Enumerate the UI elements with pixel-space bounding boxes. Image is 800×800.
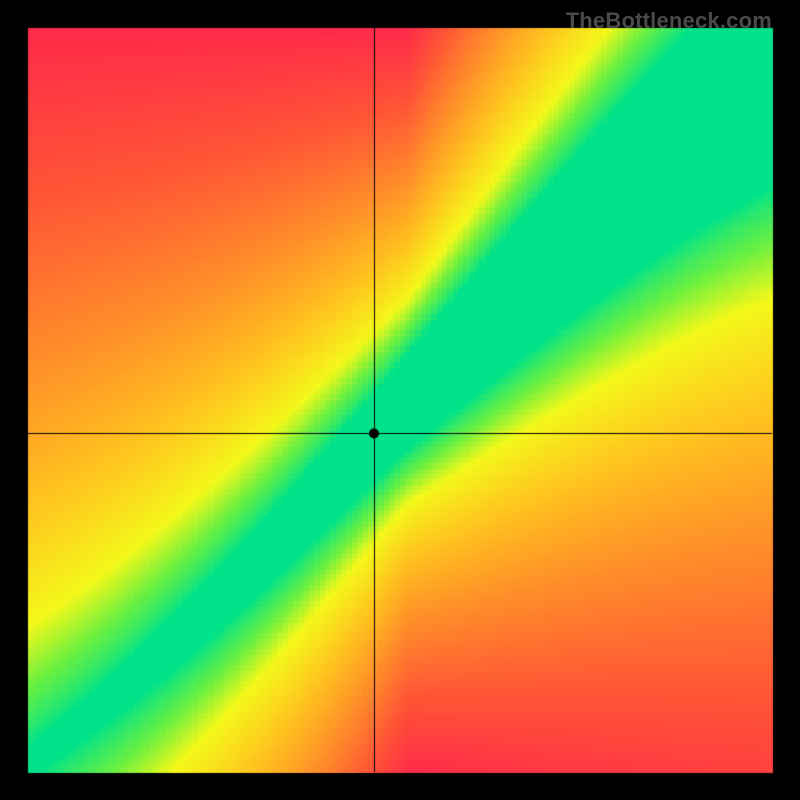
watermark-text: TheBottleneck.com <box>566 8 772 34</box>
chart-container: TheBottleneck.com <box>0 0 800 800</box>
heatmap-canvas <box>0 0 800 800</box>
